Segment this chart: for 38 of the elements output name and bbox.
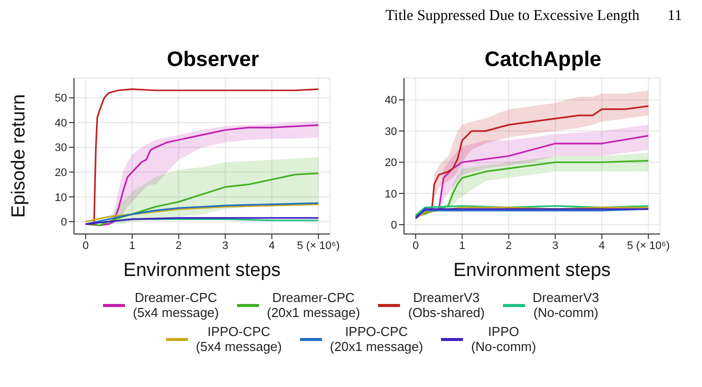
y-tick-label: 30: [54, 142, 67, 154]
x-tick-label: 3: [222, 240, 228, 252]
y-axis-title: Episode return: [8, 94, 30, 218]
legend-label: Dreamer-CPC (5x4 message): [132, 290, 219, 320]
text: 11: [668, 8, 682, 26]
x-tick-label: 4: [268, 240, 275, 252]
x-tick-label: 1: [459, 240, 466, 252]
y-tick-label: 0: [60, 216, 67, 229]
text: Title Suppressed Due to Excessive Length: [386, 8, 640, 26]
y-tick-label: 20: [384, 157, 397, 170]
x-axis-title: Environment steps: [123, 260, 281, 281]
y-tick-label: 30: [384, 126, 397, 138]
legend-label: DreamerV3 (No-comm): [532, 290, 600, 320]
line-series: [84, 88, 320, 225]
legend-label: IPPO-CPC (5x4 message): [196, 324, 282, 354]
y-tick-label: 0: [390, 220, 397, 232]
x-tick-label: 5 (× 10⁶): [296, 240, 340, 252]
x-tick-label: 2: [176, 240, 182, 252]
legend-label: Dreamer-CPC (20x1 message): [266, 290, 360, 320]
x-tick-label: 2: [506, 240, 512, 252]
x-tick-label: 0: [412, 240, 419, 252]
legend-label: IPPO-CPC (20x1 message): [330, 324, 424, 354]
x-tick-label: 4: [598, 240, 605, 252]
y-tick-label: 40: [54, 117, 67, 130]
chart-title: Observer: [166, 48, 260, 73]
x-tick-label: 1: [129, 240, 136, 252]
x-tick-label: 0: [82, 240, 89, 252]
x-axis-title: Environment steps: [453, 260, 611, 281]
x-tick-label: 3: [552, 240, 558, 252]
y-tick-label: 10: [384, 188, 397, 200]
x-tick-label: 5 (× 10⁶): [626, 240, 670, 252]
y-tick-label: 50: [54, 92, 67, 105]
legend-label: IPPO (No-comm): [471, 324, 536, 354]
y-tick-label: 40: [384, 94, 397, 107]
legend-label: DreamerV3 (Obs-shared): [408, 290, 485, 320]
chart-title: CatchApple: [484, 48, 602, 73]
y-tick-label: 10: [54, 192, 67, 204]
y-tick-label: 20: [54, 167, 67, 179]
